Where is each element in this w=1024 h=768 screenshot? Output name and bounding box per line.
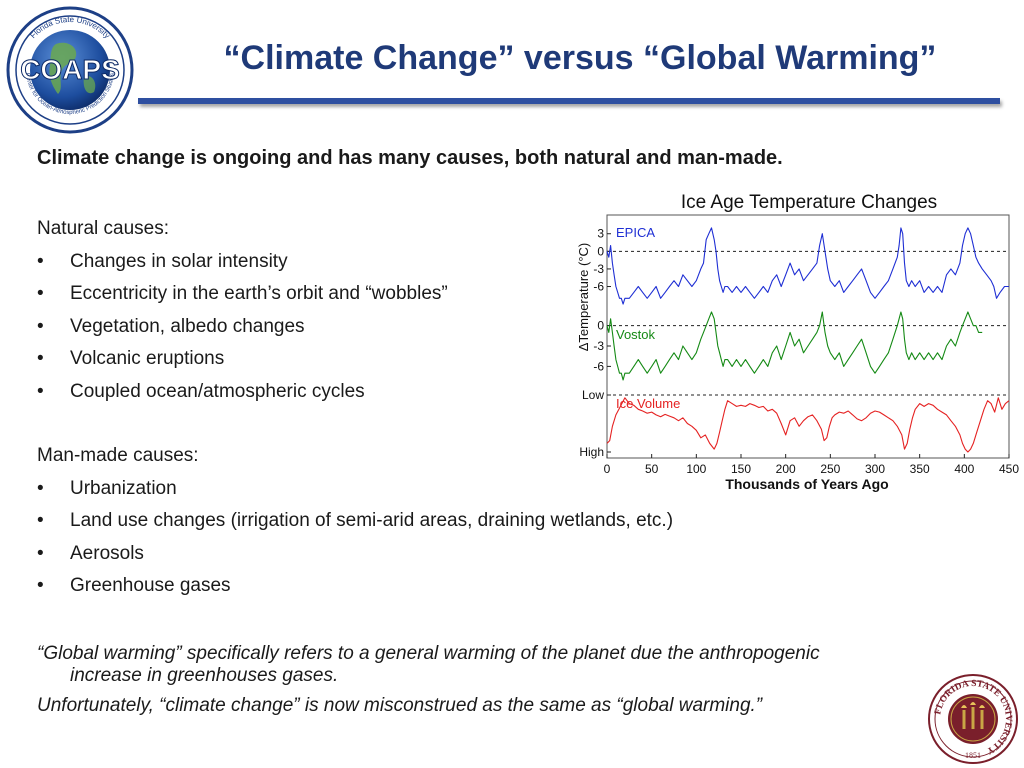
series-line-vostok bbox=[606, 311, 983, 381]
bullet-icon: • bbox=[37, 380, 44, 402]
y-tick-label: High bbox=[579, 445, 604, 459]
bullet-icon: • bbox=[37, 250, 44, 272]
x-axis-label: Thousands of Years Ago bbox=[725, 476, 888, 492]
series-line-ice-volume bbox=[606, 397, 1010, 453]
x-tick-label: 400 bbox=[954, 462, 974, 476]
list-item: • Changes in solar intensity bbox=[37, 246, 448, 279]
x-tick-label: 450 bbox=[999, 462, 1019, 476]
y-tick-label: 3 bbox=[597, 227, 604, 241]
list-item: • Volcanic eruptions bbox=[37, 343, 448, 376]
x-tick-label: 0 bbox=[604, 462, 611, 476]
logo-wordmark: COAPS bbox=[20, 54, 120, 85]
y-axis-label: ΔTemperature (°C) bbox=[576, 243, 591, 352]
y-tick-label: -3 bbox=[593, 262, 604, 276]
list-item-text: Land use changes (irrigation of semi-ari… bbox=[70, 510, 674, 532]
definition-line-1: “Global warming” specifically refers to … bbox=[37, 643, 820, 664]
chart-marks: 3 0 -3 -6 EPICA 0 -3 -6 Vostok Low High Ice Volume 0… bbox=[579, 225, 1019, 476]
slide-title: “Climate Change” versus “Global Warming” bbox=[223, 39, 937, 77]
bullet-icon: • bbox=[37, 477, 44, 499]
list-item: • Land use changes (irrigation of semi-ar… bbox=[37, 505, 673, 538]
coaps-logo: Florida State University Center for Ocea… bbox=[6, 6, 134, 134]
series-line-epica bbox=[606, 227, 1009, 305]
fsu-seal: FLORIDA STATE UNIVERSITY 1851 bbox=[928, 674, 1018, 764]
x-tick-label: 150 bbox=[731, 462, 751, 476]
misconception-note: Unfortunately, “climate change” is now m… bbox=[37, 695, 763, 716]
list-item-text: Changes in solar intensity bbox=[70, 250, 288, 272]
list-item: • Greenhouse gases bbox=[37, 570, 673, 603]
list-item-text: Volcanic eruptions bbox=[70, 348, 225, 370]
x-tick-label: 300 bbox=[865, 462, 885, 476]
slide-subtitle: Climate change is ongoing and has many c… bbox=[37, 147, 783, 169]
list-item-text: Greenhouse gases bbox=[70, 575, 231, 597]
y-tick-label: -3 bbox=[593, 339, 604, 353]
manmade-causes-heading: Man-made causes: bbox=[37, 445, 199, 466]
bullet-icon: • bbox=[37, 283, 44, 305]
list-item: • Aerosols bbox=[37, 538, 673, 571]
list-item: • Vegetation, albedo changes bbox=[37, 311, 448, 344]
definition-line-2: increase in greenhouses gases. bbox=[70, 665, 339, 686]
bullet-icon: • bbox=[37, 575, 44, 597]
list-item-text: Aerosols bbox=[70, 542, 144, 564]
x-tick-label: 250 bbox=[820, 462, 840, 476]
natural-causes-heading: Natural causes: bbox=[37, 218, 170, 239]
manmade-causes-section: Man-made causes: • Urbanization • Land use… bbox=[37, 440, 673, 603]
bullet-icon: • bbox=[37, 348, 44, 370]
list-item: • Coupled ocean/atmospheric cycles bbox=[37, 376, 448, 409]
x-tick-label: 350 bbox=[910, 462, 930, 476]
list-item-text: Coupled ocean/atmospheric cycles bbox=[70, 380, 365, 402]
y-tick-label: 0 bbox=[597, 319, 604, 333]
chart-title: Ice Age Temperature Changes bbox=[681, 192, 937, 213]
list-item-text: Urbanization bbox=[70, 477, 177, 499]
y-tick-label: -6 bbox=[593, 280, 604, 294]
bullet-icon: • bbox=[37, 510, 44, 532]
list-item-text: Vegetation, albedo changes bbox=[70, 315, 305, 337]
natural-causes-list: • Changes in solar intensity • Eccentricit… bbox=[37, 246, 448, 409]
x-tick-label: 50 bbox=[645, 462, 659, 476]
title-underline bbox=[138, 98, 1000, 104]
x-tick-label: 200 bbox=[776, 462, 796, 476]
global-warming-definition: “Global warming” specifically refers to … bbox=[37, 643, 999, 687]
list-item-text: Eccentricity in the earth’s orbit and “w… bbox=[70, 283, 448, 305]
series-label: EPICA bbox=[616, 225, 655, 240]
series-label: Vostok bbox=[616, 327, 656, 342]
list-item: • Urbanization bbox=[37, 473, 673, 506]
y-tick-label: -6 bbox=[593, 359, 604, 373]
ice-age-temperature-chart: Ice Age Temperature Changes ΔTemperature… bbox=[576, 192, 1019, 492]
x-tick-label: 100 bbox=[686, 462, 706, 476]
bullet-icon: • bbox=[37, 315, 44, 337]
natural-causes-section: Natural causes: • Changes in solar intens… bbox=[37, 213, 448, 409]
torch-icon bbox=[962, 707, 984, 729]
list-item: • Eccentricity in the earth’s orbit and “… bbox=[37, 278, 448, 311]
series-label: Ice Volume bbox=[616, 396, 680, 411]
bullet-icon: • bbox=[37, 542, 44, 564]
seal-year: 1851 bbox=[965, 751, 981, 760]
y-tick-label: 0 bbox=[597, 244, 604, 258]
manmade-causes-list: • Urbanization • Land use changes (irrigat… bbox=[37, 473, 673, 603]
y-tick-label: Low bbox=[582, 388, 604, 402]
